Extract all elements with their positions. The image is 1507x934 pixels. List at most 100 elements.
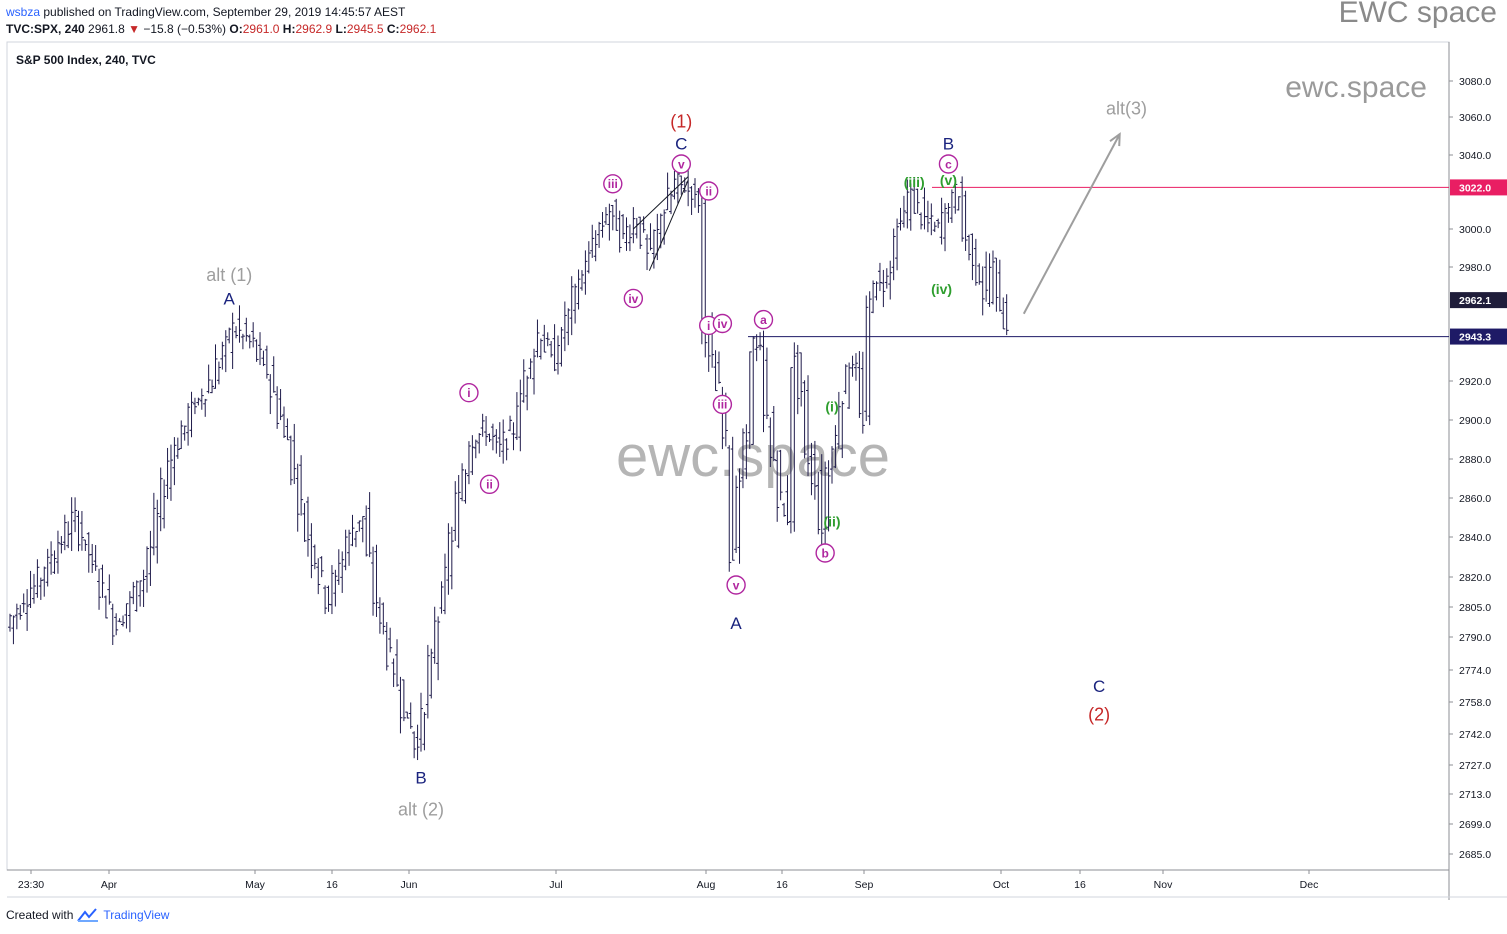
- y-tick-label: 2790.0: [1459, 632, 1491, 644]
- y-tick-label: 2840.0: [1459, 532, 1491, 544]
- y-tick-label: 2805.0: [1459, 602, 1491, 614]
- wave-label: a: [760, 313, 767, 327]
- wave-label: (i): [825, 398, 838, 414]
- footer: Created with TradingView: [6, 908, 169, 922]
- x-tick-label: Aug: [697, 879, 716, 891]
- x-tick-label: 23:30: [18, 879, 44, 891]
- y-tick-label: 2980.0: [1459, 262, 1491, 274]
- brand-watermark: EWC space: [1338, 0, 1497, 29]
- y-tick-label: 2860.0: [1459, 493, 1491, 505]
- wave-label-circle: [712, 313, 733, 334]
- wave-label-circle: [623, 288, 644, 309]
- wave-label: iv: [717, 317, 727, 331]
- wave-label: (2): [1088, 704, 1110, 724]
- wave-label-circle: [459, 383, 479, 403]
- x-tick-label: Jul: [549, 879, 562, 891]
- author-link[interactable]: wsbza: [6, 5, 41, 19]
- tradingview-logo-icon[interactable]: [77, 908, 99, 922]
- wave-label: A: [730, 614, 742, 633]
- down-triangle-icon: ▼: [128, 22, 140, 36]
- y-tick-label: 2900.0: [1459, 415, 1491, 427]
- y-tick-label: 2699.0: [1459, 819, 1491, 831]
- created-with-text: Created with: [6, 908, 74, 922]
- projection-arrow-head: [1109, 132, 1121, 147]
- price-tag-label: 2943.3: [1459, 332, 1491, 344]
- top-watermark: ewc.space: [1285, 71, 1427, 104]
- x-tick-label: May: [245, 879, 266, 891]
- y-tick-label: 2774.0: [1459, 665, 1491, 677]
- y-tick-label: 2713.0: [1459, 789, 1491, 801]
- high-value: 2962.9: [295, 22, 333, 36]
- price-tag: [1450, 292, 1507, 309]
- y-tick-label: 2920.0: [1459, 376, 1491, 388]
- wave-label: c: [945, 157, 952, 171]
- wave-label-circle: [479, 474, 500, 495]
- high-label: H:: [282, 22, 296, 36]
- wave-label: B: [943, 135, 954, 154]
- wave-label: ii: [705, 184, 712, 198]
- wedge-trendline[interactable]: [633, 176, 689, 230]
- change-value: −15.8 (−0.53%): [143, 22, 227, 36]
- x-tick-label: Sep: [855, 879, 874, 891]
- projection-arrow[interactable]: [1022, 133, 1121, 315]
- x-tick-label: Apr: [101, 879, 118, 891]
- wave-label: C: [675, 135, 687, 154]
- x-tick-label: Dec: [1300, 879, 1319, 891]
- wave-label: b: [821, 546, 828, 560]
- chart-title: S&P 500 Index, 240, TVC: [16, 53, 156, 67]
- wave-label: alt (2): [398, 799, 444, 819]
- wave-label: v: [733, 578, 740, 592]
- x-tick-label: Oct: [993, 879, 1009, 891]
- publish-text: published on TradingView.com, September …: [43, 5, 406, 19]
- publish-info: wsbza published on TradingView.com, Sept…: [6, 5, 405, 19]
- low-value: 2945.5: [346, 22, 384, 36]
- wave-label: (v): [940, 172, 957, 188]
- wave-label: i: [467, 386, 470, 400]
- y-tick-label: 2758.0: [1459, 697, 1491, 709]
- close-value: 2962.1: [399, 22, 437, 36]
- wave-label-circle: [603, 174, 623, 194]
- price-tag-label: 3022.0: [1459, 182, 1491, 194]
- wave-label-circle: [726, 575, 746, 595]
- y-tick-label: 2685.0: [1459, 849, 1491, 861]
- wave-label: ii: [486, 478, 493, 492]
- open-value: 2961.0: [242, 22, 280, 36]
- low-label: L:: [335, 22, 347, 36]
- x-tick-label: Nov: [1154, 879, 1173, 891]
- ohlc-bars: [8, 166, 1009, 761]
- y-tick-label: 2820.0: [1459, 572, 1491, 584]
- y-tick-label: 3060.0: [1459, 112, 1491, 124]
- y-tick-label: 2742.0: [1459, 729, 1491, 741]
- wave-label-circle: [671, 154, 691, 174]
- symbol-legend: TVC:SPX, 240 2961.8 ▼ −15.8 (−0.53%) O:2…: [6, 22, 436, 36]
- y-tick-label: 3080.0: [1459, 76, 1491, 88]
- wave-label: iii: [717, 398, 727, 412]
- wave-label: alt(3): [1106, 98, 1147, 118]
- x-tick-label: Jun: [401, 879, 418, 891]
- x-tick-label: 16: [776, 879, 788, 891]
- wave-label-circle: [712, 394, 733, 415]
- open-label: O:: [229, 22, 243, 36]
- wave-label: iii: [608, 177, 618, 191]
- wave-label: (iv): [931, 281, 952, 297]
- close-label: C:: [386, 22, 400, 36]
- tradingview-link[interactable]: TradingView: [103, 908, 170, 922]
- y-tick-label: 2880.0: [1459, 454, 1491, 466]
- symbol-name: TVC:SPX, 240: [6, 22, 85, 36]
- wave-label: (iii): [904, 174, 925, 190]
- wave-label: C: [1093, 677, 1105, 696]
- x-tick-label: 16: [326, 879, 338, 891]
- wave-label: i: [707, 319, 710, 333]
- wave-label: A: [224, 290, 236, 309]
- price-tag: [1450, 179, 1507, 196]
- wave-label-circle: [815, 543, 835, 563]
- wave-label: iv: [628, 292, 638, 306]
- wedge-trendline-lower[interactable]: [648, 180, 689, 271]
- last-price: 2961.8: [88, 22, 125, 36]
- wave-label: B: [415, 769, 426, 788]
- price-tag: [1450, 328, 1507, 345]
- wave-label-circle: [753, 309, 774, 330]
- wave-label: alt (1): [206, 265, 252, 285]
- wave-label: (ii): [823, 513, 840, 529]
